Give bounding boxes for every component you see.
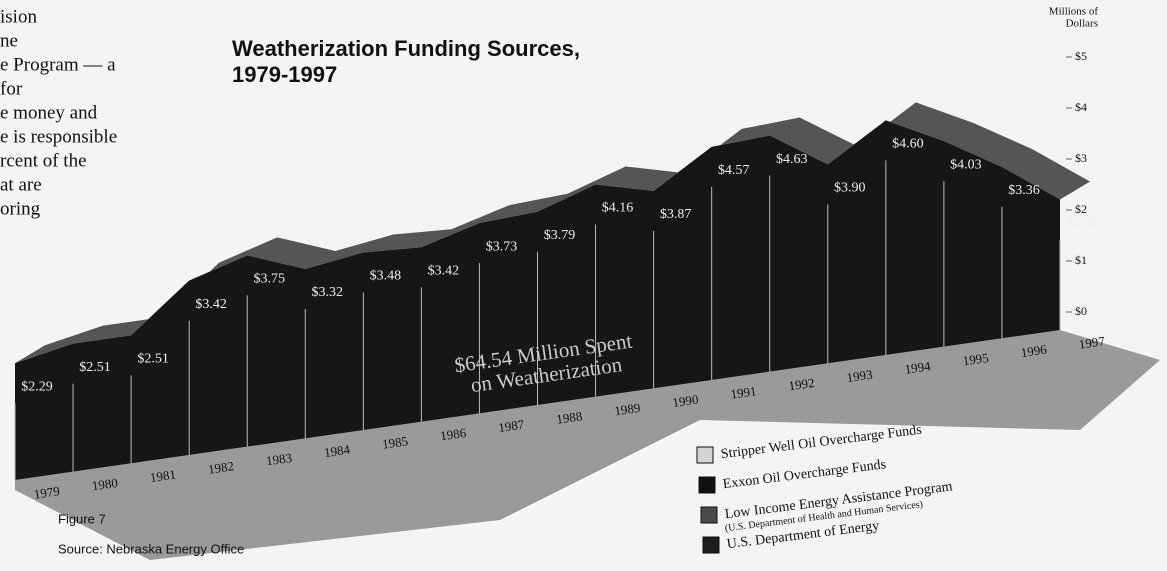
value-label: $4.03 (950, 157, 982, 172)
side-text: ision (0, 6, 37, 27)
y-axis-label: Dollars (1066, 18, 1098, 30)
x-tick-label: 1990 (671, 392, 699, 410)
value-label: $4.16 (602, 201, 634, 216)
legend-label: Exxon Oil Overcharge Funds (722, 457, 887, 492)
value-label: $4.63 (776, 152, 808, 167)
side-text: ne (0, 30, 18, 51)
x-tick-label: 1995 (962, 350, 990, 368)
x-tick-label: 1986 (439, 425, 467, 444)
x-tick-label: 1984 (323, 442, 351, 461)
value-label: $3.36 (1008, 183, 1040, 198)
x-tick-label: 1985 (381, 433, 409, 451)
value-label: $3.75 (253, 272, 285, 287)
y-tick-label: $1 (1075, 253, 1087, 267)
x-tick-label: 1988 (555, 408, 583, 426)
legend-swatch (702, 536, 720, 554)
source: Source: Nebraska Energy Office (58, 541, 244, 556)
y-axis-label: Millions of (1049, 6, 1099, 18)
legend-swatch (696, 446, 714, 464)
value-label: $3.87 (660, 207, 692, 222)
y-tick-label: $2 (1075, 202, 1087, 216)
x-tick-label: 1993 (846, 367, 874, 385)
value-label: $3.90 (834, 181, 866, 196)
value-label: $4.57 (718, 163, 750, 178)
x-tick-label: 1983 (265, 450, 293, 468)
x-tick-label: 1994 (904, 358, 932, 377)
side-text: oring (0, 198, 41, 219)
chart-title: Weatherization Funding Sources, (232, 36, 580, 61)
chart-title: 1979-1997 (232, 62, 337, 87)
side-text: rcent of the (0, 150, 87, 171)
value-label: $3.42 (428, 263, 460, 278)
value-label: $3.48 (370, 269, 402, 284)
side-text: e is responsible (0, 126, 117, 147)
side-text: e money and (0, 102, 98, 123)
legend-swatch (700, 506, 718, 524)
value-label: $4.60 (892, 137, 924, 152)
value-label: $2.51 (137, 352, 169, 367)
y-tick-label: $3 (1075, 151, 1087, 165)
x-tick-label: 1997 (1078, 333, 1106, 352)
x-tick-label: 1981 (149, 467, 177, 485)
value-label: $3.32 (312, 285, 344, 300)
x-tick-label: 1979 (33, 483, 61, 501)
value-label: $3.73 (486, 239, 518, 254)
legend-swatch (698, 476, 716, 494)
side-text: for (0, 78, 23, 99)
side-text: at are (0, 174, 42, 195)
value-label: $2.29 (21, 379, 53, 394)
y-tick-label: $4 (1075, 100, 1087, 114)
legend-label: Stripper Well Oil Overcharge Funds (720, 423, 922, 463)
y-tick-label: $0 (1075, 304, 1087, 318)
area-top (15, 102, 1090, 364)
figure-label: Figure 7 (58, 511, 106, 526)
value-label: $2.51 (79, 360, 111, 375)
shadow (15, 330, 1160, 560)
x-tick-label: 1991 (730, 383, 758, 401)
value-label: $3.42 (195, 297, 227, 312)
x-tick-label: 1980 (91, 475, 119, 493)
value-label: $2.56 (1066, 216, 1098, 231)
x-tick-label: 1996 (1020, 342, 1048, 361)
x-tick-label: 1989 (613, 400, 641, 418)
x-tick-label: 1987 (497, 417, 525, 436)
x-tick-label: 1992 (788, 375, 816, 393)
x-tick-label: 1982 (207, 458, 235, 476)
y-tick-label: $5 (1075, 49, 1087, 63)
value-label: $3.79 (544, 228, 576, 243)
side-text: e Program — a (0, 54, 116, 75)
